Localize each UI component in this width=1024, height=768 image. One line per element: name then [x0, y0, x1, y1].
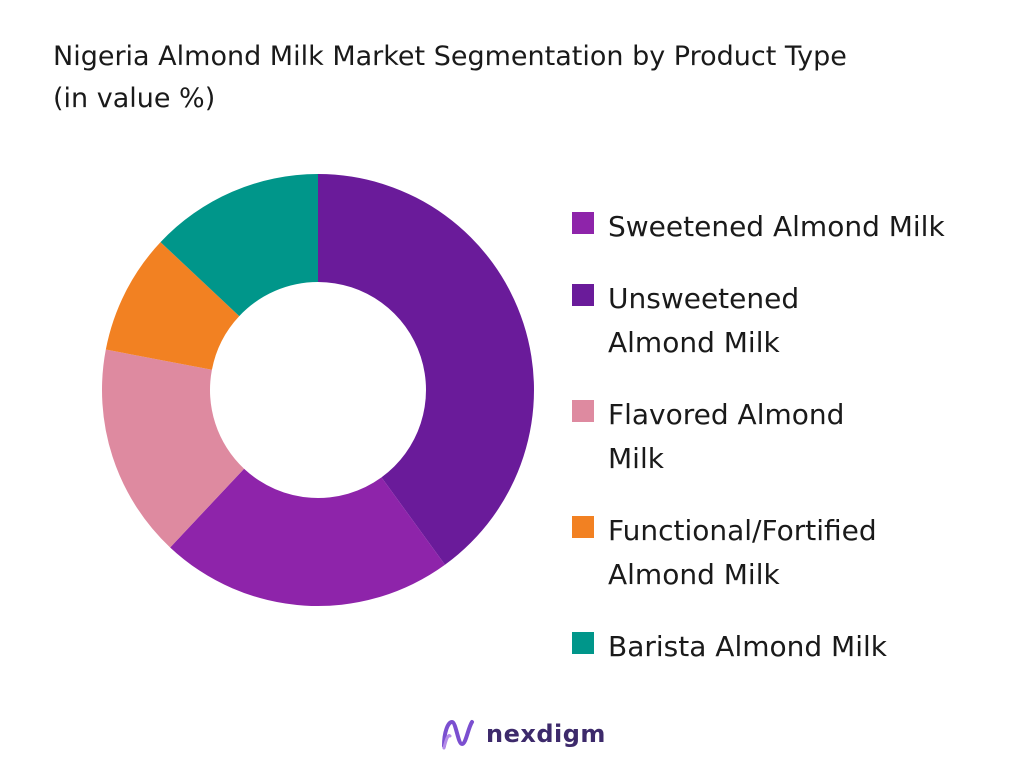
nexdigm-logo: nexdigm: [438, 712, 606, 756]
chart-title-line-1: Nigeria Almond Milk Market Segmentation …: [53, 41, 847, 72]
legend-swatch: [572, 632, 594, 654]
legend-item-flavored-almond-milk: Flavored Almond Milk: [572, 393, 844, 481]
legend-item-barista-almond-milk: Barista Almond Milk: [572, 625, 887, 669]
legend-item-functional-fortified-almond-milk: Functional/Fortified Almond Milk: [572, 509, 877, 597]
legend-swatch: [572, 284, 594, 306]
donut-slice-barista-almond-milk: [160, 174, 318, 317]
chart-title-line-2: (in value %): [53, 83, 216, 114]
legend-label-line: Sweetened Almond Milk: [608, 210, 945, 243]
legend-label-line: Flavored Almond: [608, 398, 845, 431]
legend-label-line: Almond Milk: [608, 326, 780, 359]
nexdigm-logo-icon: [442, 719, 474, 750]
donut-slice-unsweetened-almond-milk: [318, 174, 534, 565]
legend-label: Sweetened Almond Milk: [608, 205, 945, 249]
legend-swatch: [572, 212, 594, 234]
donut-slice-flavored-almond-milk: [101, 349, 245, 548]
legend-label-line: Barista Almond Milk: [608, 630, 887, 663]
legend-item-sweetened-almond-milk: Sweetened Almond Milk: [572, 205, 945, 249]
donut-slice-functional-fortified-almond-milk: [105, 242, 240, 370]
legend-label-line: Unsweetened: [608, 282, 800, 315]
legend-label: Functional/Fortified Almond Milk: [608, 509, 877, 597]
legend-label: Unsweetened Almond Milk: [608, 277, 799, 365]
legend-label-line: Functional/Fortified: [608, 514, 877, 547]
nexdigm-logo-text: nexdigm: [486, 720, 606, 748]
legend-swatch: [572, 516, 594, 538]
legend-label-line: Almond Milk: [608, 558, 780, 591]
chart-title: Nigeria Almond Milk Market Segmentation …: [53, 36, 993, 120]
legend-item-unsweetened-almond-milk: Unsweetened Almond Milk: [572, 277, 799, 365]
legend-label-line: Milk: [608, 442, 664, 475]
legend-swatch: [572, 400, 594, 422]
legend-label: Barista Almond Milk: [608, 625, 887, 669]
donut-slice-sweetened-almond-milk: [170, 468, 445, 606]
legend-label: Flavored Almond Milk: [608, 393, 844, 481]
